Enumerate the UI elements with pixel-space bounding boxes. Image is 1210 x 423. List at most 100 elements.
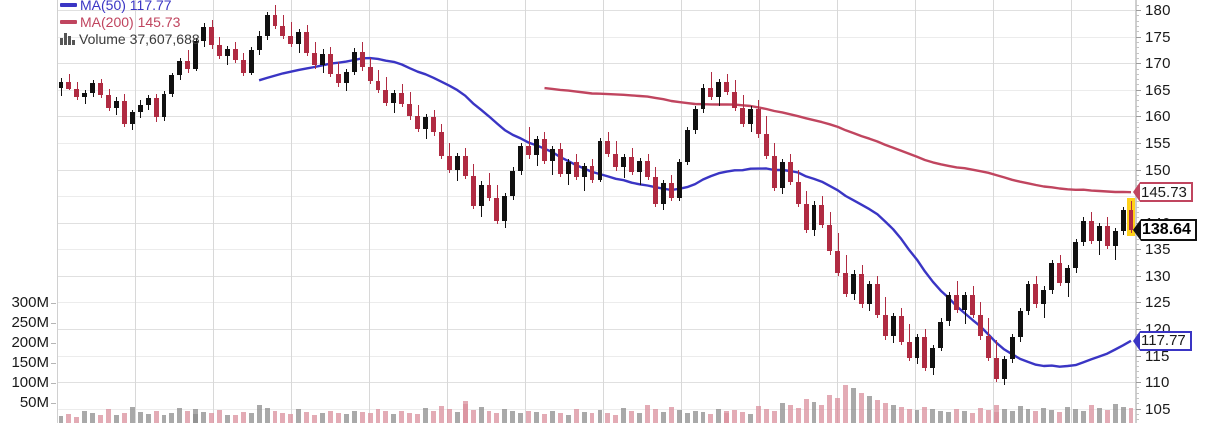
- horizontal-gridline: [57, 329, 1135, 330]
- legend-label-ma200: MA(200) 145.73: [80, 13, 181, 30]
- price-axis-minor-tick: [1136, 95, 1139, 96]
- volume-bar: [581, 411, 587, 423]
- price-axis-minor-tick: [1136, 159, 1139, 160]
- volume-bar: [272, 411, 278, 423]
- candle-body: [1073, 241, 1078, 269]
- horizontal-gridline: [57, 143, 1135, 144]
- volume-bar: [684, 413, 690, 423]
- volume-axis-label: 250M: [11, 314, 49, 331]
- volume-bar: [977, 407, 983, 423]
- volume-bar: [724, 413, 730, 423]
- volume-bar: [454, 411, 460, 423]
- volume-axis-tick: [51, 363, 56, 364]
- ma50-price-flag[interactable]: 117.77: [1133, 330, 1192, 351]
- price-axis-label: 170: [1145, 55, 1171, 73]
- volume-bar: [113, 414, 119, 423]
- price-axis-minor-tick: [1136, 371, 1139, 372]
- volume-axis[interactable]: 300M 250M 200M 150M 100M 50M: [0, 0, 57, 423]
- price-axis-minor-tick: [1136, 180, 1139, 181]
- candle-body: [193, 40, 199, 69]
- price-axis-minor-tick: [1136, 79, 1139, 80]
- price-axis-minor-tick: [1136, 377, 1139, 378]
- volume-bar: [446, 408, 452, 423]
- candle-wick: [227, 46, 228, 66]
- volume-bar: [771, 411, 777, 423]
- volume-bar: [914, 410, 920, 423]
- price-axis[interactable]: 1801751701651601551501451401351301251201…: [1136, 0, 1210, 423]
- candle-body: [1049, 263, 1055, 290]
- volume-bar: [486, 411, 492, 423]
- volume-bar: [557, 413, 563, 423]
- volume-axis-label: 150M: [11, 354, 49, 371]
- candle-body: [819, 204, 825, 225]
- volume-bar: [993, 405, 999, 423]
- price-axis-minor-tick: [1136, 53, 1139, 54]
- volume-bar: [874, 399, 880, 423]
- plot-left-border: [57, 0, 58, 423]
- last-price-flag[interactable]: 138.64: [1133, 218, 1197, 241]
- candle-body: [882, 315, 888, 337]
- price-axis-spine: [1136, 0, 1137, 423]
- vertical-gridline: [759, 0, 760, 423]
- price-axis-minor-tick: [1136, 324, 1139, 325]
- price-axis-tick: [1136, 63, 1141, 64]
- ma200-price-flag[interactable]: 145.73: [1133, 182, 1193, 203]
- price-axis-minor-tick: [1136, 414, 1139, 415]
- price-axis-minor-tick: [1136, 286, 1139, 287]
- legend-item-ma200[interactable]: MA(200) 145.73: [60, 13, 200, 30]
- price-axis-minor-tick: [1136, 387, 1139, 388]
- volume-axis-tick: [51, 323, 56, 324]
- candle-body: [549, 149, 555, 161]
- candle-body: [811, 204, 817, 231]
- price-axis-label: 160: [1145, 108, 1171, 126]
- candle-body: [827, 224, 833, 252]
- vertical-gridline: [525, 0, 526, 423]
- candle-wick: [291, 21, 292, 48]
- last-price-flag-label: 138.64: [1141, 218, 1197, 241]
- plot-area[interactable]: [57, 0, 1135, 423]
- volume-bar: [526, 410, 532, 423]
- price-axis-minor-tick: [1136, 100, 1139, 101]
- volume-bar: [1001, 408, 1007, 423]
- candle-body: [217, 45, 222, 56]
- candle-body: [1033, 284, 1039, 305]
- candle-wick: [529, 127, 530, 159]
- candle-body: [113, 101, 119, 108]
- last-candle-highlight: [57, 0, 1135, 423]
- candle-body: [1009, 337, 1015, 359]
- price-axis-minor-tick: [1136, 74, 1139, 75]
- volume-axis-tick: [51, 403, 56, 404]
- price-axis-minor-tick: [1136, 292, 1139, 293]
- candle-body: [367, 67, 373, 82]
- horizontal-gridline: [57, 10, 1135, 11]
- volume-bar: [510, 411, 516, 423]
- volume-bar: [121, 412, 127, 423]
- plot-right-border: [1135, 0, 1136, 423]
- vertical-gridline: [837, 0, 838, 423]
- volume-bar: [613, 414, 619, 423]
- price-axis-minor-tick: [1136, 255, 1139, 256]
- volume-bar: [415, 414, 421, 423]
- volume-bar: [359, 412, 365, 423]
- price-axis-label: 125: [1145, 294, 1171, 312]
- candle-body: [914, 337, 920, 358]
- candle-body: [1001, 358, 1007, 379]
- vertical-gridline: [681, 0, 682, 423]
- volume-bar: [431, 411, 436, 423]
- price-axis-tick: [1136, 116, 1141, 117]
- volume-bar: [1073, 409, 1078, 423]
- legend-item-volume[interactable]: Volume 37,607,688: [60, 30, 200, 47]
- candle-wick: [584, 163, 585, 191]
- candle-body: [1017, 310, 1023, 338]
- ma50-flag-label: 117.77: [1140, 330, 1192, 351]
- candle-body: [454, 155, 460, 170]
- legend-item-ma50[interactable]: MA(50) 117.77: [60, 0, 200, 13]
- candle-body: [890, 316, 896, 337]
- candle-body: [843, 272, 849, 294]
- vertical-gridline: [213, 0, 214, 423]
- candle-body: [993, 357, 999, 379]
- volume-bar: [383, 411, 389, 423]
- volume-bar: [811, 402, 817, 423]
- price-axis-tick: [1136, 329, 1141, 330]
